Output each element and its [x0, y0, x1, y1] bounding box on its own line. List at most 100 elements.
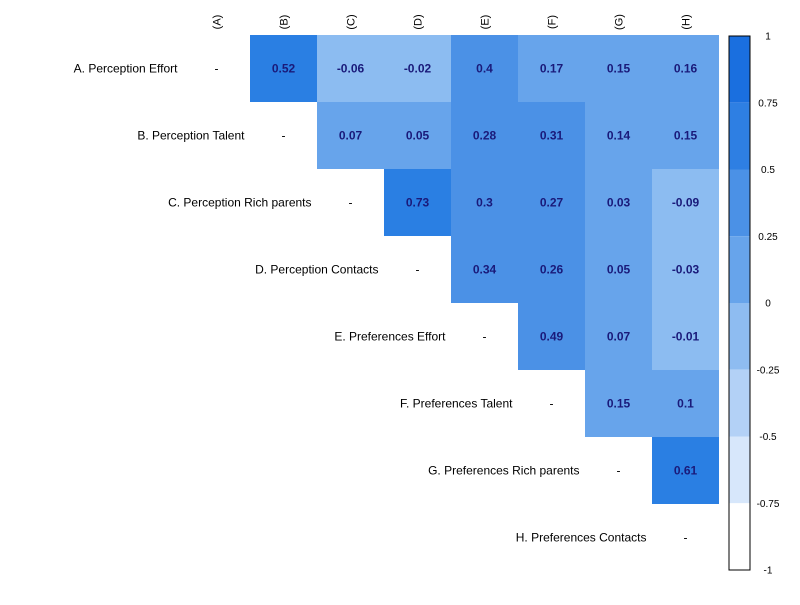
cell-r1-c3 [384, 102, 451, 169]
cell-r3-c7 [652, 236, 719, 303]
values-layer: 0.52 -0.06 -0.02 0.4 0.17 0.15 0.16 0.07 0.05 0.2… [272, 62, 700, 478]
column-label: (E) [480, 15, 492, 30]
diagonal-dash: - [215, 62, 219, 76]
diagonal-layer: - - - - - - - - [215, 62, 688, 545]
column-label: (C) [346, 14, 358, 29]
colorbar-bin [729, 369, 750, 437]
colorbar: 1 0.75 0.5 0.25 0 -0.25 -0.5 -0.75 -1 [728, 32, 780, 577]
colorbar-bin [729, 503, 750, 570]
value-label: 0.52 [272, 62, 296, 76]
value-label: 0.4 [476, 62, 493, 76]
colorbar-bin [729, 169, 750, 237]
cell-r2-c3 [384, 169, 451, 236]
cell-r3-c6 [585, 236, 652, 303]
cell-r1-c7 [652, 102, 719, 169]
value-label: 0.07 [339, 129, 363, 143]
colorbar-tick-label: 0.75 [758, 98, 778, 109]
cell-r1-c2 [317, 102, 384, 169]
row-label: A. Perception Effort [74, 62, 179, 76]
cell-r3-c5 [518, 236, 585, 303]
column-label: (A) [212, 15, 224, 30]
row-label: F. Preferences Talent [400, 397, 513, 411]
cell-r4-c7 [652, 303, 719, 370]
cell-r5-c6 [585, 370, 652, 437]
colorbar-tick-label: -0.75 [757, 499, 780, 510]
cell-r2-c7 [652, 169, 719, 236]
value-label: -0.09 [672, 196, 700, 210]
diagonal-dash: - [483, 330, 487, 344]
value-label: 0.14 [607, 129, 631, 143]
value-label: 0.28 [473, 129, 497, 143]
value-label: 0.15 [674, 129, 698, 143]
value-label: 0.61 [674, 464, 698, 478]
value-label: 0.15 [607, 397, 631, 411]
colorbar-tick-label: -1 [764, 566, 773, 577]
value-label: 0.49 [540, 330, 564, 344]
cell-r1-c6 [585, 102, 652, 169]
value-label: 0.3 [476, 196, 493, 210]
colorbar-tick-label: 0.5 [761, 165, 775, 176]
column-label: (H) [681, 14, 693, 29]
value-label: 0.1 [677, 397, 694, 411]
cell-r0-c7 [652, 35, 719, 102]
value-label: -0.02 [404, 62, 432, 76]
diagonal-dash: - [282, 129, 286, 143]
value-label: 0.34 [473, 263, 497, 277]
colorbar-tick-label: 0.25 [758, 232, 778, 243]
colorbar-bin [729, 303, 750, 370]
cell-r2-c5 [518, 169, 585, 236]
column-label: (F) [547, 15, 559, 29]
value-label: 0.17 [540, 62, 564, 76]
row-label: D. Perception Contacts [255, 263, 378, 277]
row-label: B. Perception Talent [137, 129, 245, 143]
cell-r0-c4 [451, 35, 518, 102]
value-label: 0.07 [607, 330, 631, 344]
value-label: 0.31 [540, 129, 564, 143]
cells-layer [250, 35, 719, 504]
colorbar-bin [729, 36, 750, 103]
colorbar-tick-label: 0 [765, 299, 771, 310]
cell-r0-c1 [250, 35, 317, 102]
value-label: 0.05 [607, 263, 631, 277]
diagonal-dash: - [349, 196, 353, 210]
cell-r4-c6 [585, 303, 652, 370]
colorbar-bin [729, 102, 750, 170]
column-label: (G) [614, 14, 626, 30]
diagonal-dash: - [550, 397, 554, 411]
value-label: 0.05 [406, 129, 430, 143]
cell-r6-c7 [652, 437, 719, 504]
diagonal-dash: - [416, 263, 420, 277]
cell-r2-c6 [585, 169, 652, 236]
value-label: -0.01 [672, 330, 700, 344]
value-label: 0.03 [607, 196, 631, 210]
cell-r1-c4 [451, 102, 518, 169]
value-label: 0.16 [674, 62, 698, 76]
colorbar-frame [728, 35, 751, 571]
row-labels-layer: A. Perception Effort B. Perception Talent… [74, 62, 647, 545]
cell-r1-c5 [518, 102, 585, 169]
column-label: (D) [413, 14, 425, 29]
cell-r5-c7 [652, 370, 719, 437]
row-label: E. Preferences Effort [334, 330, 446, 344]
value-label: 0.73 [406, 196, 430, 210]
value-label: 0.27 [540, 196, 564, 210]
cell-r0-c3 [384, 35, 451, 102]
value-label: 0.15 [607, 62, 631, 76]
value-label: 0.26 [540, 263, 564, 277]
value-label: -0.06 [337, 62, 365, 76]
cell-r0-c6 [585, 35, 652, 102]
column-label: (B) [279, 15, 291, 30]
diagonal-dash: - [617, 464, 621, 478]
colorbar-bin [729, 436, 750, 504]
cell-r0-c5 [518, 35, 585, 102]
diagonal-dash: - [684, 531, 688, 545]
cell-r2-c4 [451, 169, 518, 236]
row-label: C. Perception Rich parents [168, 196, 311, 210]
colorbar-bin [729, 236, 750, 303]
cell-r3-c4 [451, 236, 518, 303]
cell-r4-c5 [518, 303, 585, 370]
colorbar-tick-label: -0.25 [757, 365, 780, 376]
colorbar-tick-label: 1 [765, 32, 771, 43]
